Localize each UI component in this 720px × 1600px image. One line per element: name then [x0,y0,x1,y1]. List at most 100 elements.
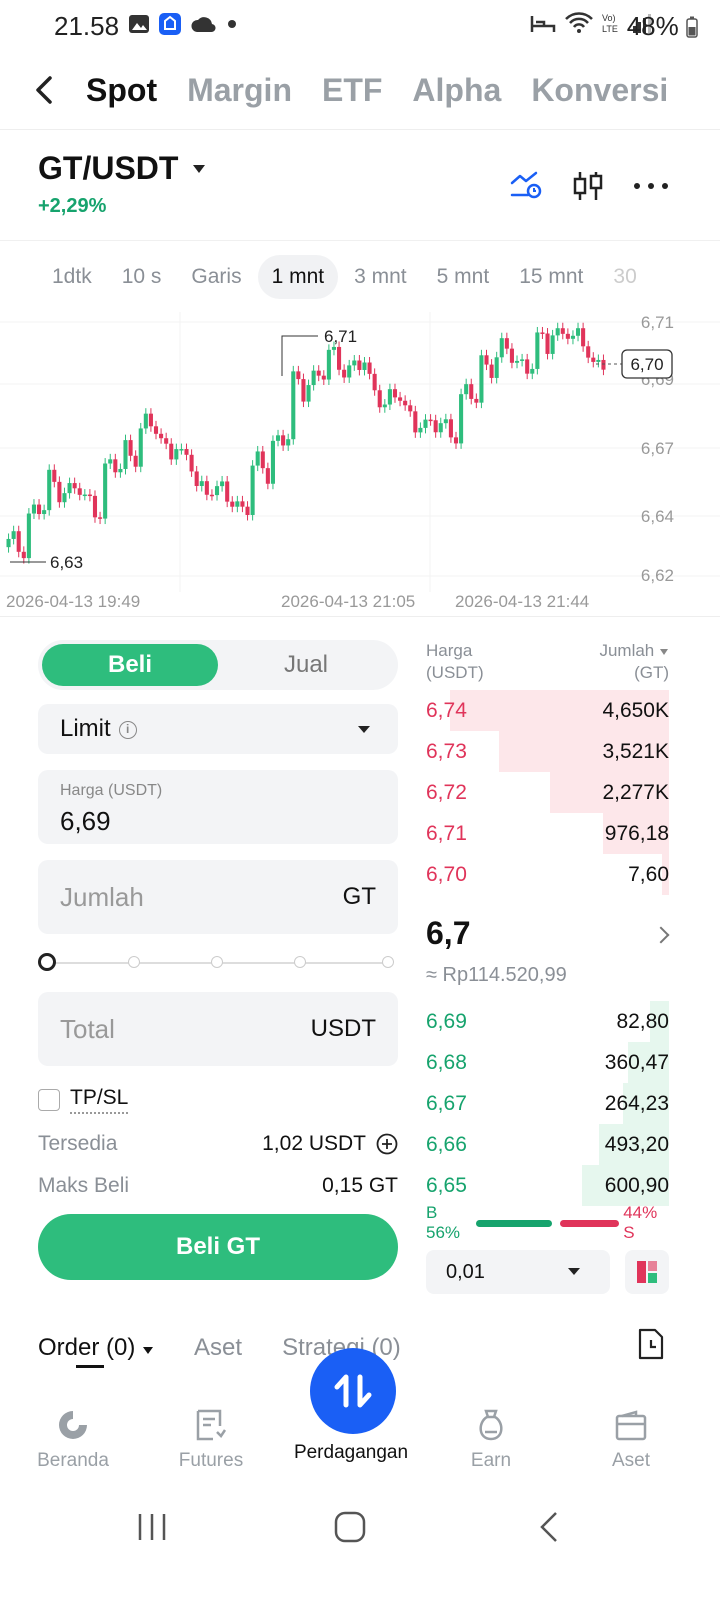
bid-level[interactable]: 6,69 82,80 [426,1001,669,1042]
add-funds-icon[interactable] [376,1133,398,1155]
tab-margin[interactable]: Margin [187,72,292,108]
total-placeholder: Total [60,1014,115,1044]
ask-level[interactable]: 6,72 2,277K [426,772,669,813]
interval-1dtk[interactable]: 1dtk [52,264,92,288]
bid-depth-bar [581,1165,669,1206]
buy-tab[interactable]: Beli [42,644,218,686]
candle-body [545,333,550,354]
home-button-icon[interactable] [333,1510,367,1544]
nav-earn[interactable]: Earn [421,1398,561,1472]
slider-step-75[interactable] [294,956,306,968]
price-chart[interactable]: 6,71 6,69 6,67 6,64 6,62 2026-04-13 19:49 2026… [0,312,720,617]
high-label: 6,71 [324,327,357,346]
sleep-mode-icon [530,16,556,32]
bid-level[interactable]: 6,66 493,20 [426,1124,669,1165]
candle-body [67,483,72,494]
x-tick-label: 2026-04-13 21:44 [455,592,589,611]
tpsl-toggle[interactable]: TP/SL [38,1086,398,1114]
slider-handle[interactable] [38,953,56,971]
last-price-block[interactable]: 6,7 ≈ Rp114.520,99 [426,895,670,1001]
candle-body [494,357,499,378]
order-type-select[interactable]: Limit i [38,704,398,754]
tab-alpha[interactable]: Alpha [412,72,502,108]
candlestick-chart-icon[interactable] [572,170,604,202]
interval-1m[interactable]: 1 mnt [257,254,339,299]
pair-selector[interactable]: GT/USDT [38,150,206,187]
candle-body [47,469,52,511]
candle-body [194,471,199,486]
bid-price: 6,67 [426,1091,467,1115]
interval-15m[interactable]: 15 mnt [519,264,584,288]
ask-level[interactable]: 6,71 976,18 [426,813,669,854]
ask-level[interactable]: 6,74 4,650K [426,690,669,731]
bid-depth-bar [622,1083,669,1124]
bid-level[interactable]: 6,68 360,47 [426,1042,669,1083]
bid-price: 6,69 [426,1009,467,1033]
nav-futures[interactable]: Futures [141,1398,281,1472]
candle-body [123,440,128,469]
nav-futures-label: Futures [178,1450,244,1471]
candle-body [113,459,118,473]
tab-assets[interactable]: Aset [194,1334,243,1361]
candle-body [6,538,11,548]
back-button-icon[interactable] [538,1510,560,1544]
max-buy-value: 0,15 GT [322,1174,398,1197]
interval-3m[interactable]: 3 mnt [354,264,407,288]
tab-orders[interactable]: Order (0) [38,1334,154,1368]
quantity-field[interactable]: Jumlah GT [38,860,398,934]
tab-etf[interactable]: ETF [321,72,383,108]
nav-home[interactable]: Beranda [3,1398,143,1472]
ask-depth-bar [450,690,669,731]
sell-ratio-bar [559,1219,620,1227]
candle-body [596,359,601,362]
depth-step-select[interactable]: 0,01 [426,1250,610,1294]
candle-body [77,488,82,495]
buy-gt-button[interactable]: Beli GT [38,1214,398,1280]
ask-level[interactable]: 6,73 3,521K [426,731,669,772]
book-layout-button[interactable] [625,1250,669,1294]
candle-body [575,328,581,336]
candle-body [331,346,337,350]
sell-tab[interactable]: Jual [283,651,329,678]
tab-konversi[interactable]: Konversi [531,72,669,108]
candle-body [382,404,387,408]
price-field[interactable]: Harga (USDT) 6,69 [38,770,398,844]
candle-body [428,419,433,422]
back-arrow-icon[interactable] [30,70,60,110]
order-history-icon[interactable] [637,1328,665,1360]
layout-icon [637,1261,657,1283]
candle-body [337,346,342,370]
candle-body [321,375,326,380]
last-price-label: 6,70 [630,355,663,374]
interval-10s[interactable]: 10 s [121,264,162,288]
header-actions [510,170,670,202]
more-icon[interactable] [632,181,670,191]
ask-level[interactable]: 6,70 7,60 [426,854,669,895]
candle-body [499,338,504,358]
price-alert-icon[interactable] [510,171,544,201]
bid-level[interactable]: 6,67 264,23 [426,1083,669,1124]
nav-assets[interactable]: Aset [561,1398,701,1472]
total-field[interactable]: Total USDT [38,992,398,1066]
slider-step-25[interactable] [128,956,140,968]
qty-header[interactable]: Jumlah (GT) [599,640,669,684]
tpsl-checkbox[interactable] [38,1089,60,1111]
amount-slider[interactable] [38,952,398,974]
interval-30m[interactable]: 30 [613,264,637,288]
interval-line[interactable]: Garis [191,264,242,288]
bid-level[interactable]: 6,65 600,90 [426,1165,669,1206]
interval-5m[interactable]: 5 mnt [436,264,490,288]
bid-price: 6,68 [426,1050,467,1074]
candle-body [62,493,67,503]
nav-trade[interactable]: Perdagangan [281,1442,421,1464]
home-icon [59,1411,87,1439]
trade-fab[interactable] [310,1348,396,1434]
info-icon[interactable]: i [118,720,137,739]
tab-spot[interactable]: Spot [86,72,158,108]
recents-icon[interactable] [136,1512,168,1542]
slider-step-50[interactable] [211,956,223,968]
depth-controls: 0,01 [426,1250,669,1294]
slider-step-100[interactable] [382,956,394,968]
candle-body [504,338,509,349]
